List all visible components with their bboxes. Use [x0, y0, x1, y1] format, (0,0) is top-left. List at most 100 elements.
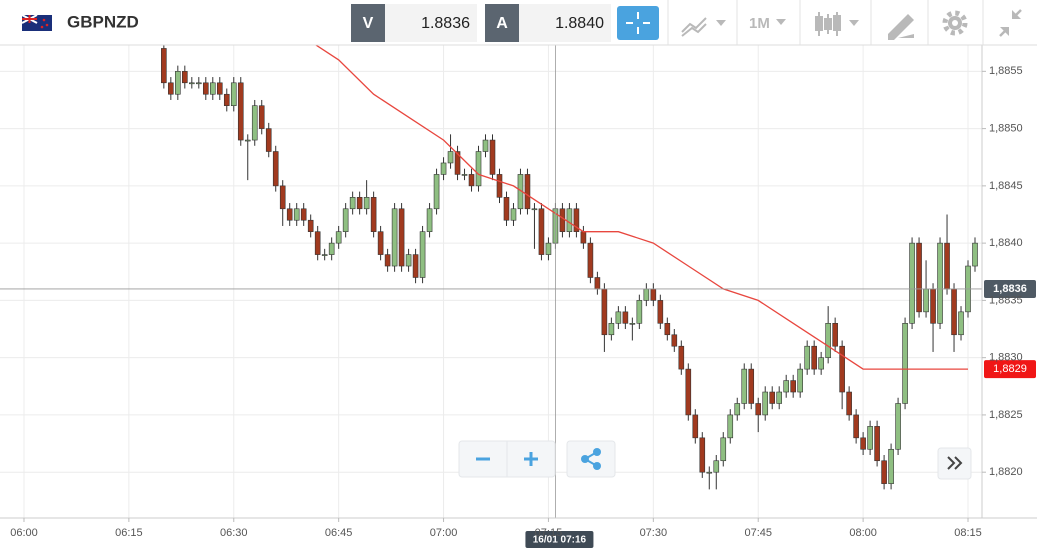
crosshair-price-badge: [984, 279, 1036, 298]
candle-body: [454, 151, 461, 175]
y-tick-label: 1,8845: [989, 180, 1023, 192]
x-tick-label: 06:30: [220, 527, 248, 539]
candle-body: [293, 208, 300, 221]
candle-body: [377, 231, 384, 255]
candle-body: [370, 197, 377, 232]
candle-body: [489, 139, 496, 175]
candle-body: [615, 311, 622, 324]
candle-body: [664, 323, 671, 336]
x-tick-label: 07:30: [640, 527, 668, 539]
x-tick-label: 08:00: [849, 527, 877, 539]
candle-body: [790, 380, 796, 393]
timeframe-caret: [776, 19, 786, 25]
candle-body: [503, 197, 510, 221]
candle-body: [251, 105, 258, 141]
candle-body: [839, 345, 845, 393]
candle-body: [524, 174, 531, 210]
candle-body: [328, 242, 335, 255]
candle-body: [161, 48, 167, 84]
candle-body: [601, 288, 608, 336]
candle-body: [937, 242, 943, 324]
candle-body: [622, 311, 629, 324]
candle-body: [175, 71, 181, 95]
y-tick-label: 1,8825: [989, 409, 1023, 421]
bid-label: V: [363, 15, 374, 32]
collapse-button[interactable]: [999, 9, 1022, 37]
crosshair-time-badge: [525, 531, 594, 548]
candle-body: [482, 139, 489, 152]
candle-body: [440, 162, 447, 175]
candle-body: [258, 105, 265, 129]
candle-style-button[interactable]: [815, 12, 859, 36]
candle-body: [363, 197, 370, 210]
share-button[interactable]: [566, 440, 616, 478]
candle-body: [951, 288, 957, 336]
zoom-in-button[interactable]: [524, 452, 538, 466]
draw-button[interactable]: [888, 14, 914, 40]
candle-body: [300, 208, 307, 221]
x-tick-label: 07:00: [430, 527, 458, 539]
candle-body: [888, 448, 894, 484]
candle-body: [566, 208, 573, 232]
x-tick-label: 06:00: [10, 527, 38, 539]
candle-body: [657, 300, 664, 324]
settings-button[interactable]: [942, 10, 968, 36]
candle-body: [580, 231, 587, 244]
candle-body: [720, 437, 727, 462]
candle-body: [405, 254, 412, 267]
candle-body: [608, 323, 615, 336]
candle-body: [944, 242, 950, 290]
y-tick-label: 1,8830: [989, 352, 1023, 364]
candle-body: [678, 345, 685, 370]
candle-body: [825, 323, 831, 358]
x-tick-label: 07:15: [535, 527, 563, 539]
ask-box[interactable]: [519, 4, 611, 42]
candle-body: [412, 254, 419, 278]
candle-body: [244, 139, 251, 142]
candle-body: [216, 82, 223, 95]
candle-body: [189, 82, 195, 85]
candle-body: [168, 82, 174, 95]
scroll-end-button[interactable]: [937, 447, 972, 480]
candle-body: [321, 254, 328, 256]
timeframe[interactable]: 1M: [749, 15, 770, 32]
candle-body: [433, 174, 440, 210]
chart-type-button[interactable]: [681, 17, 726, 37]
bid-label-box: [351, 4, 385, 42]
candle-body: [447, 151, 454, 164]
candle-body: [223, 93, 230, 106]
bid-box[interactable]: [385, 4, 477, 42]
candle-body: [727, 414, 734, 439]
crosshair-button[interactable]: [617, 6, 659, 40]
candle-body: [853, 414, 859, 439]
candle-body: [916, 242, 922, 313]
ask-label-box: [485, 4, 519, 42]
candle-body: [748, 368, 755, 404]
candle-body: [468, 174, 475, 187]
candle-body: [881, 460, 887, 484]
candle-body: [307, 219, 314, 232]
crosshair-time-label: 16/01 07:16: [533, 535, 587, 546]
candle-body: [426, 208, 433, 232]
candle-body: [314, 231, 321, 255]
candle-body: [874, 426, 880, 462]
candle-body: [475, 151, 482, 187]
candle-body: [713, 460, 720, 473]
candle-body: [510, 208, 517, 221]
candle-body: [496, 174, 503, 198]
candle-body: [272, 151, 279, 187]
candle-body: [196, 82, 202, 85]
candle-body: [545, 242, 552, 255]
candle-body: [734, 403, 741, 416]
candle-body: [643, 288, 650, 301]
candle-body: [559, 208, 566, 232]
crosshair-price-label: 1,8836: [993, 283, 1027, 295]
candle-body: [384, 254, 391, 267]
candle-body: [958, 311, 964, 336]
candle-body: [699, 437, 706, 473]
candle-body: [398, 208, 405, 267]
candle-body: [769, 391, 776, 404]
candle-body: [573, 208, 580, 232]
candle-body: [391, 208, 398, 267]
